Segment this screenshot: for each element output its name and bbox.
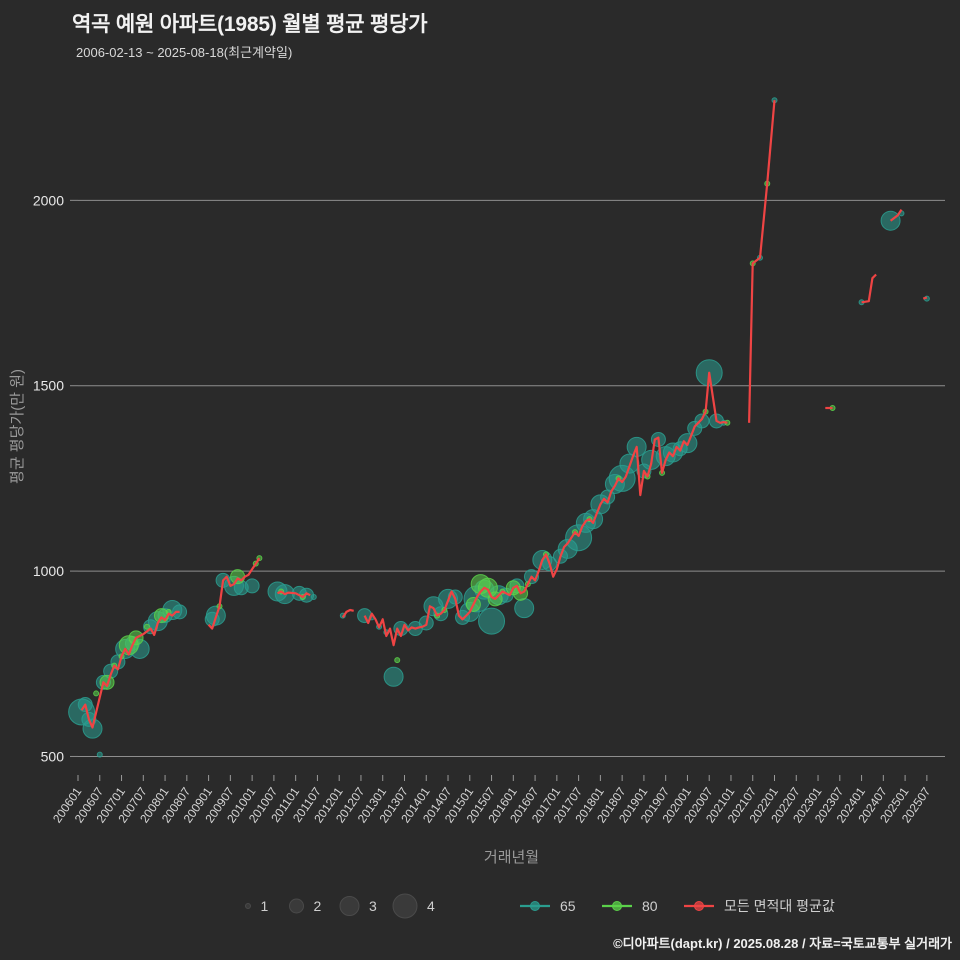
page-title: 역곡 예원 아파트(1985) 월별 평균 평당가 xyxy=(72,13,428,36)
legend-size-bubble xyxy=(392,893,418,919)
footer-credit: ©디아파트(dapt.kr) / 2025.08.28 / 자료=국토교통부 실… xyxy=(613,936,952,951)
x-axis-title: 거래년월 xyxy=(484,849,539,866)
legend-size-label: 3 xyxy=(369,898,377,914)
y-tick-label: 1500 xyxy=(33,378,64,394)
bubble-series-65 xyxy=(68,97,930,758)
legend-series-label: 80 xyxy=(642,898,658,914)
chart-subtitle: 2006-02-13 ~ 2025-08-18(최근계약일) xyxy=(76,45,293,60)
average-line-segment[interactable] xyxy=(748,100,776,423)
data-point[interactable] xyxy=(82,718,103,739)
legend-series-marker[interactable] xyxy=(612,901,622,911)
legend-series-label: 모든 면적대 평균값 xyxy=(724,898,835,914)
average-line-segment[interactable] xyxy=(363,371,728,647)
legend-size-label: 2 xyxy=(314,898,322,914)
average-line-segment[interactable] xyxy=(861,273,877,304)
average-line-segment[interactable] xyxy=(277,590,311,599)
y-tick-label: 500 xyxy=(41,748,65,764)
y-tick-label: 2000 xyxy=(33,192,64,208)
average-line-segment[interactable] xyxy=(207,557,261,630)
legend-size-label: 1 xyxy=(261,898,269,914)
y-axis-title: 평균 평당가(만 원) xyxy=(9,369,26,484)
data-point[interactable] xyxy=(230,569,246,585)
data-point[interactable] xyxy=(514,598,535,619)
data-point[interactable] xyxy=(244,578,260,594)
average-line-segment[interactable] xyxy=(80,610,180,729)
data-point[interactable] xyxy=(96,751,103,758)
legend-series-marker[interactable] xyxy=(530,901,540,911)
average-line-segment[interactable] xyxy=(889,208,903,222)
data-point[interactable] xyxy=(93,690,100,697)
average-line-segment[interactable] xyxy=(341,608,354,619)
legend-series-label: 65 xyxy=(560,898,576,914)
legend-series-marker[interactable] xyxy=(694,901,704,911)
legend-size-bubble xyxy=(339,896,360,916)
legend-size-bubble xyxy=(289,898,304,914)
average-line-segment[interactable] xyxy=(922,296,928,300)
data-point[interactable] xyxy=(310,594,317,601)
average-line-series xyxy=(80,100,928,729)
data-point[interactable] xyxy=(394,657,401,664)
data-point[interactable] xyxy=(478,607,506,635)
legend-size-bubble xyxy=(245,903,251,909)
data-point[interactable] xyxy=(383,666,404,687)
data-point[interactable] xyxy=(143,623,150,630)
y-tick-label: 1000 xyxy=(33,563,64,579)
legend-size-label: 4 xyxy=(427,898,435,914)
data-point[interactable] xyxy=(694,413,710,429)
